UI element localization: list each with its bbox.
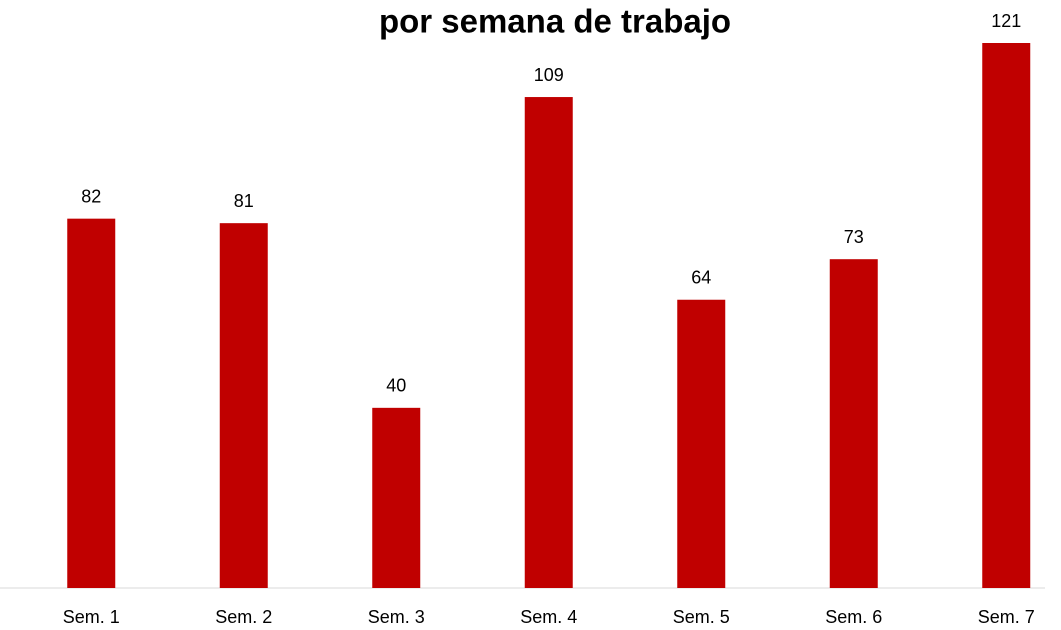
value-label: 109 <box>534 65 564 85</box>
bar <box>219 223 268 588</box>
value-label: 121 <box>991 11 1021 31</box>
bar <box>524 97 573 588</box>
bar <box>982 43 1031 588</box>
bar <box>677 299 726 588</box>
x-tick-label: Sem. 5 <box>673 607 730 627</box>
bar <box>67 218 116 588</box>
x-tick-label: Sem. 2 <box>215 607 272 627</box>
x-tick-label: Sem. 3 <box>368 607 425 627</box>
value-label: 82 <box>81 186 101 206</box>
value-label: 64 <box>691 267 711 287</box>
value-label: 81 <box>234 191 254 211</box>
x-tick-label: Sem. 6 <box>825 607 882 627</box>
x-tick-label: Sem. 1 <box>63 607 120 627</box>
bar <box>829 259 878 588</box>
x-tick-label: Sem. 7 <box>978 607 1035 627</box>
value-label: 40 <box>386 376 406 396</box>
bar <box>372 407 421 588</box>
chart-title: por semana de trabajo <box>379 3 731 40</box>
value-label: 73 <box>844 227 864 247</box>
x-tick-label: Sem. 4 <box>520 607 577 627</box>
